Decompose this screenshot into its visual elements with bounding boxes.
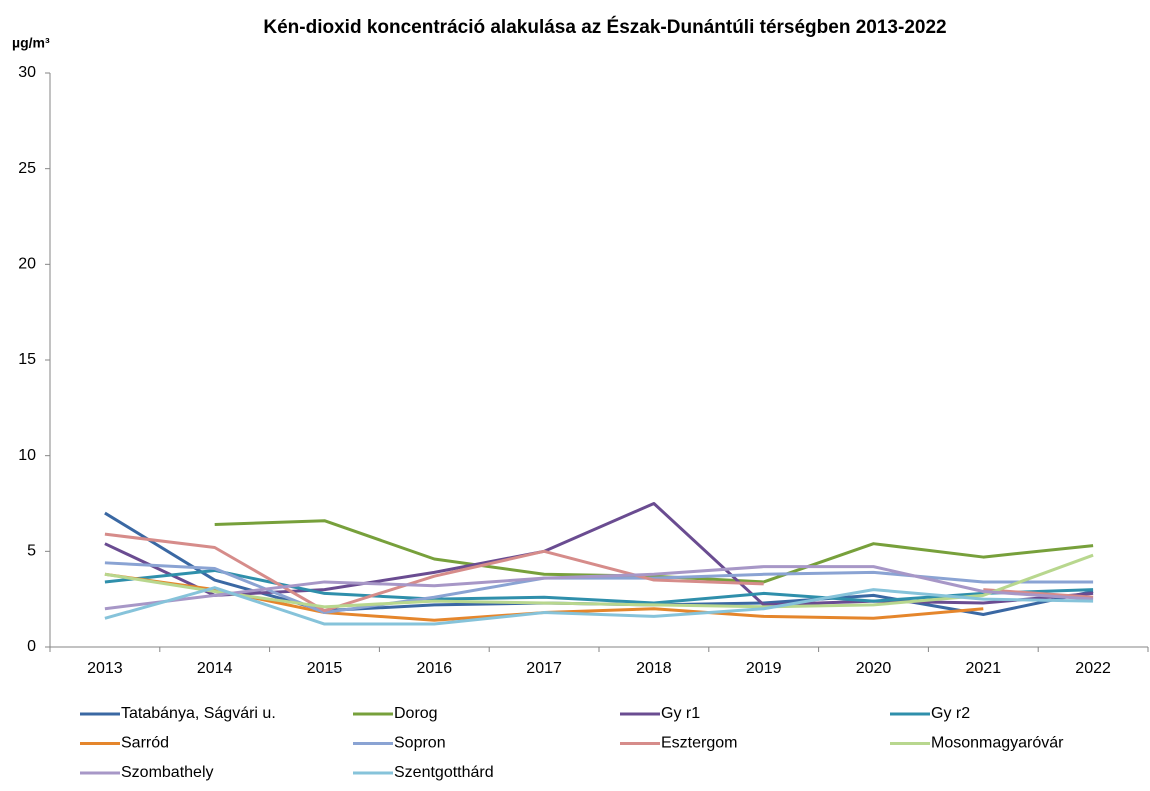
series-line	[104, 532, 1094, 613]
series-line	[104, 568, 1094, 605]
x-tick-label: 2018	[636, 660, 672, 677]
x-tick-label: 2013	[87, 660, 123, 677]
x-tick-label: 2020	[856, 660, 892, 677]
legend-label: Szentgotthárd	[394, 764, 494, 781]
y-tick-label: 10	[18, 447, 36, 464]
x-tick-label: 2015	[307, 660, 343, 677]
y-tick-label: 30	[18, 64, 36, 81]
legend-label: Sopron	[394, 735, 446, 752]
legend-label: Esztergom	[661, 735, 737, 752]
series-line	[104, 586, 1094, 626]
legend-label: Szombathely	[121, 764, 214, 781]
legend-label: Mosonmagyaróvár	[931, 735, 1064, 752]
legend-label: Tatabánya, Ságvári u.	[121, 705, 276, 722]
y-tick-label: 5	[27, 543, 36, 560]
x-tick-label: 2017	[526, 660, 562, 677]
x-tick-label: 2021	[966, 660, 1002, 677]
series-line	[214, 519, 1094, 584]
x-tick-label: 2022	[1075, 660, 1111, 677]
y-axis-label: µg/m³	[12, 35, 50, 51]
x-tick-label: 2014	[197, 660, 233, 677]
y-tick-label: 25	[18, 160, 36, 177]
series-line	[104, 565, 1094, 611]
y-tick-label: 0	[27, 638, 36, 655]
legend-label: Gy r2	[931, 705, 970, 722]
series-line	[104, 502, 1094, 607]
y-tick-label: 20	[18, 256, 36, 273]
legend-label: Sarród	[121, 735, 169, 752]
y-tick-label: 15	[18, 351, 36, 368]
series-line	[104, 561, 1094, 615]
legend-label: Gy r1	[661, 705, 700, 722]
x-tick-label: 2016	[417, 660, 453, 677]
x-tick-label: 2019	[746, 660, 782, 677]
series-line	[104, 553, 1094, 609]
legend-label: Dorog	[394, 705, 438, 722]
chart-title: Kén-dioxid koncentráció alakulása az Ész…	[263, 16, 946, 38]
